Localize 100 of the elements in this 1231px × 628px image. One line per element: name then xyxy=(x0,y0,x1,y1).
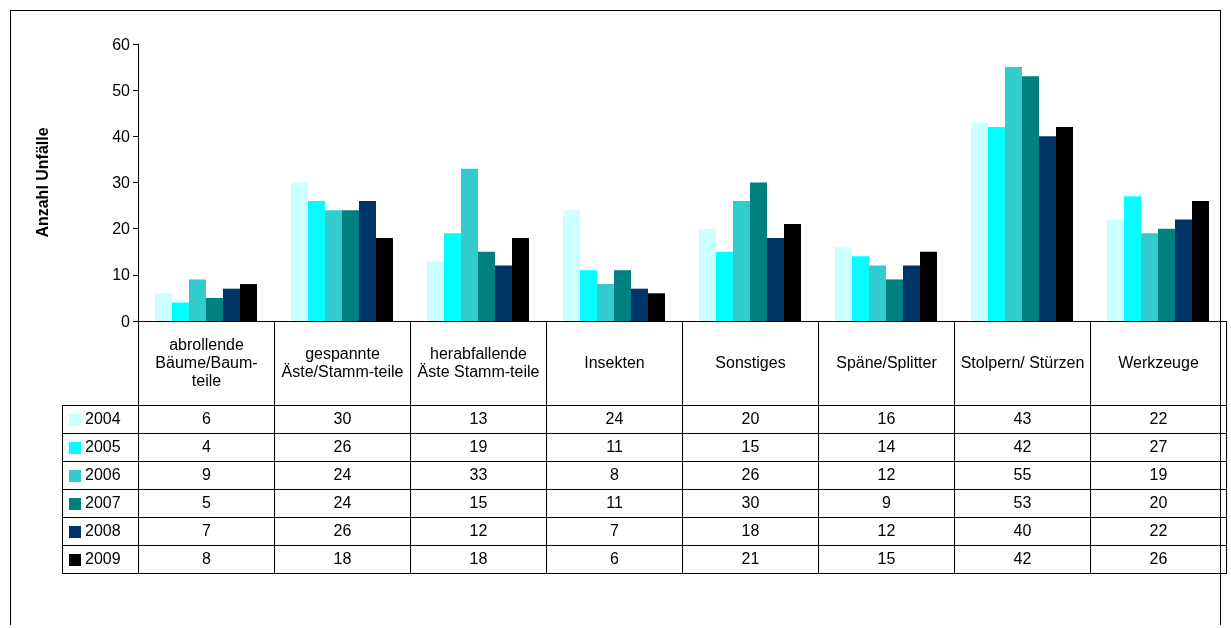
data-label: 14 xyxy=(818,433,955,461)
data-label: 55 xyxy=(954,461,1091,489)
data-label: 7 xyxy=(546,517,683,545)
data-label: 42 xyxy=(954,545,1091,573)
data-label: 24 xyxy=(274,489,411,517)
data-label: 43 xyxy=(954,405,1091,433)
bar xyxy=(750,182,767,321)
bar xyxy=(988,127,1005,321)
data-label: 15 xyxy=(818,545,955,573)
bar xyxy=(1141,233,1158,321)
data-label: 22 xyxy=(1090,405,1227,433)
bar xyxy=(461,168,478,321)
data-label: 19 xyxy=(1090,461,1227,489)
data-label: 16 xyxy=(818,405,955,433)
data-label: 12 xyxy=(410,517,547,545)
data-label: 40 xyxy=(954,517,1091,545)
data-label: 6 xyxy=(138,405,275,433)
y-tick-label: 50 xyxy=(112,81,131,99)
data-label: 8 xyxy=(138,545,275,573)
data-label: 11 xyxy=(546,433,683,461)
bar xyxy=(172,302,189,321)
data-label: 11 xyxy=(546,489,683,517)
data-label: 18 xyxy=(682,517,819,545)
legend-label: 2008 xyxy=(62,517,139,545)
bar xyxy=(1107,219,1124,321)
data-label: 26 xyxy=(1090,545,1227,573)
bar xyxy=(767,237,784,321)
bar xyxy=(308,200,325,321)
y-tick-label: 10 xyxy=(112,266,131,284)
bar xyxy=(1022,76,1039,321)
data-label: 15 xyxy=(682,433,819,461)
data-label: 9 xyxy=(138,461,275,489)
data-label: 53 xyxy=(954,489,1091,517)
bar xyxy=(155,293,172,321)
data-label: 22 xyxy=(1090,517,1227,545)
bar xyxy=(716,251,733,321)
data-label: 33 xyxy=(410,461,547,489)
bar xyxy=(733,200,750,321)
y-tick-label: 60 xyxy=(112,35,131,53)
data-label: 20 xyxy=(1090,489,1227,517)
bar xyxy=(971,122,988,321)
bar xyxy=(189,279,206,321)
data-label: 26 xyxy=(274,517,411,545)
bar xyxy=(614,270,631,321)
bar xyxy=(563,210,580,321)
bar xyxy=(631,288,648,321)
bar xyxy=(835,247,852,321)
bar xyxy=(223,288,240,321)
bar xyxy=(1005,67,1022,321)
x-tick-label: Stolpern/ Stürzen xyxy=(954,321,1091,405)
data-label: 24 xyxy=(274,461,411,489)
x-tick-label: Sonstiges xyxy=(682,321,819,405)
data-label: 42 xyxy=(954,433,1091,461)
data-label: 26 xyxy=(274,433,411,461)
x-tick-label: Insekten xyxy=(546,321,683,405)
data-label: 19 xyxy=(410,433,547,461)
bar xyxy=(869,265,886,321)
legend-label: 2004 xyxy=(62,405,139,433)
bar xyxy=(478,251,495,321)
data-label: 27 xyxy=(1090,433,1227,461)
bar xyxy=(597,284,614,321)
legend-label: 2007 xyxy=(62,489,139,517)
data-label: 24 xyxy=(546,405,683,433)
legend-label: 2006 xyxy=(62,461,139,489)
bar xyxy=(852,256,869,321)
data-label: 26 xyxy=(682,461,819,489)
data-label: 18 xyxy=(274,545,411,573)
x-tick-label: gespannte Äste/Stamm-teile xyxy=(274,321,411,405)
y-tick-label: 0 xyxy=(121,312,131,330)
bar xyxy=(1175,219,1192,321)
data-label: 20 xyxy=(682,405,819,433)
bar xyxy=(291,182,308,321)
y-tick-label: 30 xyxy=(112,174,131,191)
data-label: 6 xyxy=(546,545,683,573)
data-label: 18 xyxy=(410,545,547,573)
bar xyxy=(444,233,461,321)
bar xyxy=(495,265,512,321)
data-label: 7 xyxy=(138,517,275,545)
bar xyxy=(325,210,342,321)
x-tick-label: Späne/Splitter xyxy=(818,321,955,405)
legend-label: 2005 xyxy=(62,433,139,461)
data-label: 5 xyxy=(138,489,275,517)
bar xyxy=(1039,136,1056,321)
data-label: 13 xyxy=(410,405,547,433)
y-axis-title: Anzahl Unfälle xyxy=(33,127,51,238)
data-label: 30 xyxy=(274,405,411,433)
bar xyxy=(427,260,444,321)
data-label: 30 xyxy=(682,489,819,517)
y-tick-label: 40 xyxy=(112,127,131,145)
bar xyxy=(206,297,223,321)
bar xyxy=(359,200,376,321)
y-tick-label: 20 xyxy=(112,220,131,238)
data-label: 8 xyxy=(546,461,683,489)
x-tick-label: herabfallende Äste Stamm-teile xyxy=(410,321,547,405)
bar xyxy=(580,270,597,321)
data-label: 4 xyxy=(138,433,275,461)
data-label: 15 xyxy=(410,489,547,517)
bar xyxy=(1124,196,1141,321)
bar xyxy=(342,210,359,321)
bar xyxy=(903,265,920,321)
